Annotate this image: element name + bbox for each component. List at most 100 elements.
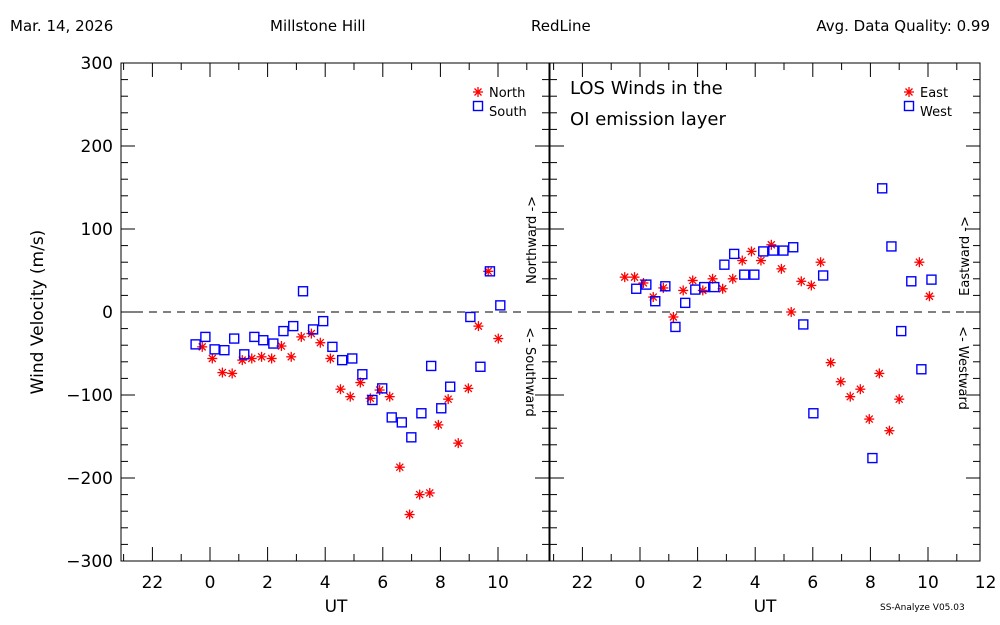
legend-square-icon: [903, 100, 915, 112]
x-tick-label: 10: [917, 573, 939, 593]
data-point-west: [886, 241, 897, 252]
data-point-south: [258, 335, 269, 346]
data-point-south: [425, 360, 437, 372]
data-point-north: [256, 351, 267, 362]
legend-west: West: [920, 105, 952, 120]
data-point-south: [444, 381, 456, 392]
data-point-west: [660, 281, 671, 292]
data-point-north: [315, 337, 326, 348]
data-point-north: [463, 383, 474, 394]
data-point-east: [864, 414, 875, 425]
data-point-west: [808, 408, 819, 419]
y-tick-label: 300: [81, 54, 113, 74]
data-point-south: [219, 344, 230, 356]
data-point-north: [197, 341, 208, 352]
legend-east: East: [920, 86, 948, 101]
plot-area: 22 0 2 4 6 8 10 300 200 100 0 −100 −200 −300 22 0 2 4 6 8 10…: [66, 54, 996, 593]
data-point-south: [357, 369, 368, 380]
data-point-east: [924, 291, 935, 302]
panel-title-line2: OI emission layer: [570, 109, 726, 130]
data-point-west: [768, 245, 779, 256]
data-point-west: [631, 283, 642, 294]
data-point-east: [766, 239, 777, 250]
data-point-north: [335, 384, 346, 395]
data-point-south: [347, 353, 358, 364]
data-point-west: [877, 183, 888, 194]
data-point-south: [297, 286, 309, 297]
legend-north: North: [489, 86, 525, 101]
data-point-north: [433, 419, 444, 430]
data-point-east: [815, 257, 826, 268]
data-point-west: [690, 284, 701, 295]
data-point-east: [619, 272, 630, 283]
legend-square-icon: [472, 100, 484, 112]
data-point-west: [749, 269, 760, 280]
data-point-north: [453, 438, 464, 449]
data-point-east: [835, 376, 846, 387]
data-point-north: [443, 394, 454, 405]
data-point-west: [680, 297, 691, 309]
y-axis-label: Wind Velocity (m/s): [28, 230, 48, 395]
header-date: Mar. 14, 2026: [10, 17, 113, 35]
data-point-west: [699, 281, 710, 293]
data-point-south: [386, 412, 397, 423]
y-tick-label: 100: [81, 220, 113, 240]
data-point-north: [227, 368, 238, 379]
data-point-west: [670, 321, 681, 333]
data-point-east: [874, 368, 885, 379]
data-point-south: [200, 331, 211, 343]
x-tick-label: 4: [320, 573, 331, 593]
x-tick-label: 8: [435, 573, 446, 593]
data-point-north: [473, 321, 484, 332]
data-point-west: [817, 270, 829, 281]
data-point-south: [367, 394, 378, 406]
southward-label: <- Southward: [522, 327, 537, 416]
data-point-north: [207, 353, 218, 364]
data-point-east: [806, 280, 817, 291]
data-point-east: [678, 285, 689, 296]
x-tick-label: 6: [807, 573, 818, 593]
data-point-south: [307, 324, 319, 335]
data-point-east: [687, 275, 698, 286]
x-tick-label: 6: [377, 573, 388, 593]
data-point-west: [896, 325, 907, 337]
data-point-east: [786, 307, 797, 317]
data-point-east: [668, 311, 679, 322]
data-point-west: [709, 281, 720, 293]
data-point-south: [190, 339, 201, 350]
data-point-east: [629, 272, 640, 283]
northward-label: Northward ->: [525, 196, 540, 284]
x-axis-label-left: UT: [325, 597, 348, 617]
data-point-east: [825, 357, 836, 368]
data-point-north: [266, 353, 277, 364]
x-tick-label: 0: [205, 573, 216, 593]
data-point-north: [483, 266, 494, 277]
y-tick-label: −100: [66, 386, 113, 406]
data-point-east: [776, 263, 787, 274]
data-point-east: [914, 257, 925, 268]
data-point-south: [317, 315, 329, 327]
y-tick-label: 200: [81, 137, 113, 157]
data-point-south: [396, 417, 408, 428]
data-point-west: [719, 259, 730, 270]
data-point-south: [406, 432, 417, 443]
data-point-west: [788, 242, 799, 253]
y-tick-label: −300: [66, 552, 113, 572]
y-tick-label: 0: [102, 303, 113, 323]
x-tick-label: 22: [142, 573, 164, 593]
x-tick-label: 4: [750, 573, 761, 593]
data-point-north: [384, 391, 395, 402]
data-point-south: [495, 300, 506, 311]
data-point-north: [325, 353, 336, 364]
data-point-west: [739, 269, 750, 280]
data-point-south: [436, 403, 447, 414]
data-point-south: [268, 338, 279, 349]
legend-asterisk-icon: [473, 87, 483, 97]
data-point-north: [286, 351, 297, 362]
data-point-south: [484, 266, 496, 277]
header-quality: Avg. Data Quality: 0.99: [816, 17, 990, 35]
data-point-south: [377, 383, 388, 394]
data-point-north: [237, 355, 248, 366]
data-point-south: [278, 325, 289, 337]
